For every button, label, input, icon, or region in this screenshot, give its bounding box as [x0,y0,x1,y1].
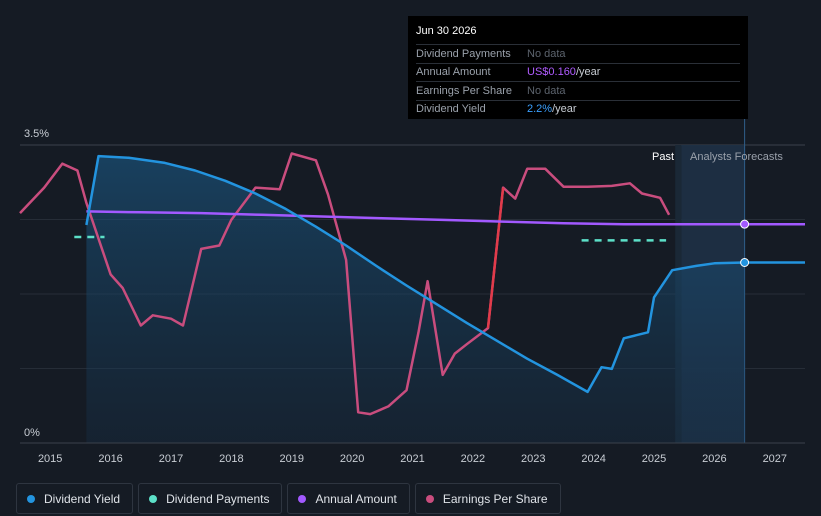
past-label: Past [652,151,674,163]
legend-label: Annual Amount [315,491,397,506]
tooltip-value: 2.2% [527,103,553,116]
tooltip-row-dividend-yield: Dividend Yield 2.2%/year [416,99,740,119]
tooltip-label: Dividend Payments [416,47,511,60]
x-tick-label: 2021 [400,453,424,465]
tooltip-unit: /year [552,103,577,116]
x-tick-label: 2016 [98,453,122,465]
x-tick-label: 2027 [763,453,787,465]
tooltip-label: Annual Amount [416,66,491,79]
y-tick-label: 3.5% [24,128,49,140]
tooltip-value: No data [527,47,566,60]
legend-label: Dividend Yield [44,491,121,506]
annual-amount-dot-icon [298,494,307,503]
x-tick-label: 2025 [642,453,666,465]
tooltip-label: Dividend Yield [416,103,486,116]
legend-item-dividend-payments[interactable]: Dividend Payments [138,483,283,514]
legend-item-dividend-yield[interactable]: Dividend Yield [16,483,134,514]
tooltip-row-annual-amount: Annual Amount US$0.160/year [416,62,740,82]
tooltip-label: Earnings Per Share [416,84,512,97]
axes: 3.5% 0% 2015 2016 2017 2018 2019 2020 2021 2022 20… [20,128,805,465]
dividend-payments-dot-icon [149,494,158,503]
legend-label: Earnings Per Share [442,491,548,506]
dividend-yield-marker [740,257,750,267]
earnings-per-share-line [19,152,671,416]
legend: Dividend Yield Dividend Payments Annual … [16,483,561,514]
earnings-per-share-dot-icon [425,494,434,503]
series-lines [19,152,805,416]
dividend-yield-fill [86,156,745,443]
tooltip: Jun 30 2026 Dividend Payments No data An… [408,16,748,119]
x-tick-label: 2023 [521,453,545,465]
tooltip-date: Jun 30 2026 [416,25,477,37]
x-tick-label: 2018 [219,453,243,465]
x-tick-label: 2024 [581,453,605,465]
legend-label: Dividend Payments [166,491,270,506]
legend-item-annual-amount[interactable]: Annual Amount [287,483,410,514]
tooltip-row-earnings-per-share: Earnings Per Share No data [416,81,740,100]
tooltip-value: US$0.160 [527,66,576,79]
x-tick-label: 2015 [38,453,62,465]
x-tick-label: 2022 [461,453,485,465]
x-tick-label: 2020 [340,453,364,465]
annual-amount-line [86,210,805,226]
y-tick-label: 0% [24,427,40,439]
hover-markers [740,219,750,267]
dividend-yield-area [86,156,745,443]
dividend-yield-dot-icon [27,494,35,503]
tooltip-value: No data [527,84,566,97]
x-tick-label: 2026 [702,453,726,465]
annual-amount-marker [740,219,750,229]
tooltip-row-dividend-payments: Dividend Payments No data [416,44,740,63]
x-tick-label: 2019 [279,453,303,465]
analysts-forecasts-label: Analysts Forecasts [690,151,783,163]
tooltip-unit: /year [575,66,601,79]
x-tick-label: 2017 [159,453,183,465]
earnings-per-share-rise-segment [486,187,505,329]
dividend-yield-line [85,154,805,394]
legend-item-earnings-per-share[interactable]: Earnings Per Share [414,483,561,514]
